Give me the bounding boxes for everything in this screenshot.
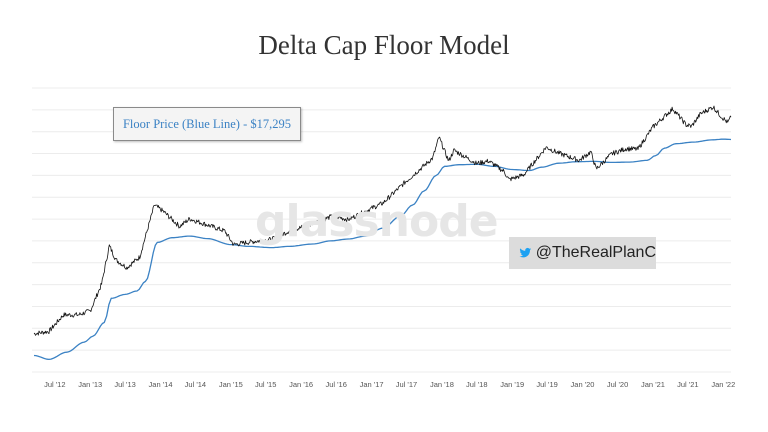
x-tick-label: Jan '15 — [219, 380, 243, 389]
x-tick-label: Jul '18 — [466, 380, 487, 389]
twitter-handle: @TheRealPlanC — [535, 244, 656, 261]
x-tick-label: Jan '16 — [289, 380, 313, 389]
x-tick-label: Jul '12 — [44, 380, 65, 389]
x-tick-label: Jan '19 — [500, 380, 524, 389]
floor-price-text: Floor Price (Blue Line) - $17,295 — [122, 116, 292, 131]
x-tick-label: Jul '20 — [607, 380, 628, 389]
x-tick-label: Jul '17 — [396, 380, 417, 389]
x-tick-label: Jul '13 — [114, 380, 135, 389]
x-tick-label: Jul '14 — [185, 380, 206, 389]
x-tick-label: Jul '15 — [255, 380, 276, 389]
x-tick-label: Jul '19 — [536, 380, 557, 389]
x-tick-label: Jul '21 — [677, 380, 698, 389]
x-tick-label: Jan '13 — [78, 380, 102, 389]
x-tick-label: Jul '16 — [325, 380, 346, 389]
twitter-bird-icon — [519, 247, 532, 258]
chart-title: Delta Cap Floor Model — [258, 30, 510, 60]
x-tick-label: Jan '17 — [360, 380, 384, 389]
glassnode-watermark: glassnode — [255, 196, 499, 247]
x-tick-label: Jan '22 — [711, 380, 735, 389]
floor-price-label: Floor Price (Blue Line) - $17,295 — [113, 107, 301, 141]
floor-series-line — [33, 138, 732, 361]
x-tick-label: Jan '18 — [430, 380, 454, 389]
x-axis-ticks: Jul '12 Jan '13 Jul '13 Jan '14 Jul '14 Jan '… — [44, 380, 735, 389]
twitter-badge: @TheRealPlanC — [509, 237, 656, 269]
x-tick-label: Jan '21 — [641, 380, 665, 389]
x-tick-label: Jan '14 — [149, 380, 173, 389]
price-series-line — [33, 105, 732, 336]
x-tick-label: Jan '20 — [571, 380, 595, 389]
